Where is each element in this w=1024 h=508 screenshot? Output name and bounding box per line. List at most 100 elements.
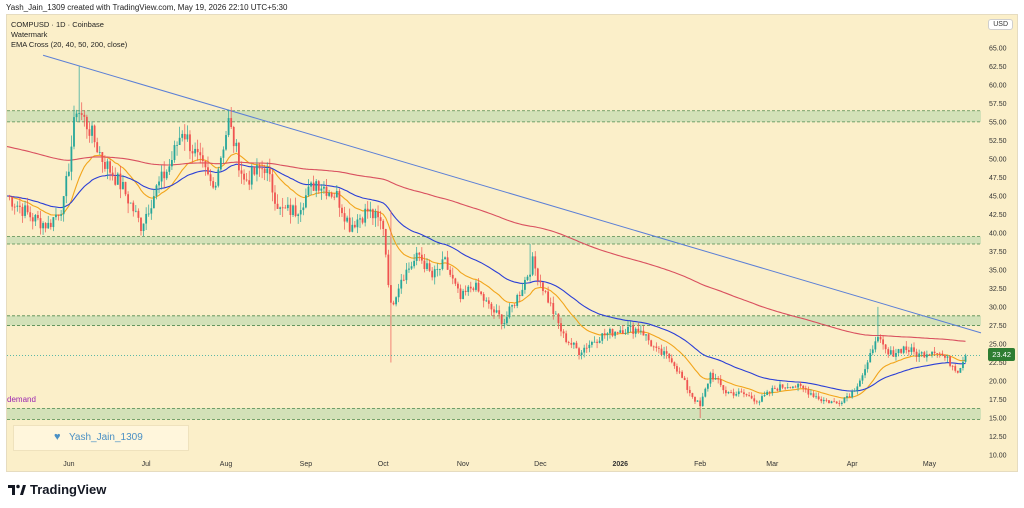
candle-body xyxy=(815,396,817,398)
candle-body xyxy=(900,349,903,353)
candle-body xyxy=(580,352,583,356)
candle-body xyxy=(67,171,70,176)
ema-cross-legend[interactable]: EMA Cross (20, 40, 50, 200, close) xyxy=(11,40,128,49)
candle-body xyxy=(616,331,619,333)
candle-body xyxy=(176,145,178,146)
candle-body xyxy=(650,340,653,347)
candle-body xyxy=(325,186,328,196)
candle-body xyxy=(956,370,959,373)
candle-body xyxy=(737,391,740,395)
symbol-legend[interactable]: COMPUSD · 1D · Coinbase xyxy=(11,20,104,29)
candle-body xyxy=(730,392,732,393)
candle-body xyxy=(307,186,310,196)
candle-body xyxy=(639,330,642,332)
candle-body xyxy=(454,278,457,284)
tradingview-logo-text: TradingView xyxy=(30,482,107,497)
candle-body xyxy=(552,303,555,314)
candle-body xyxy=(578,348,580,356)
candle-body xyxy=(444,257,446,260)
candle-body xyxy=(753,398,756,402)
candle-body xyxy=(341,207,343,214)
candle-body xyxy=(712,372,714,380)
candle-body xyxy=(820,399,823,402)
candle-body xyxy=(539,280,542,283)
candle-body xyxy=(472,288,475,290)
candle-body xyxy=(838,403,841,405)
x-tick-label: Nov xyxy=(457,461,470,468)
candle-body xyxy=(428,263,431,271)
candle-body xyxy=(276,203,279,209)
candle-body xyxy=(93,125,96,143)
candle-body xyxy=(735,394,738,396)
candle-body xyxy=(895,353,897,357)
candle-body xyxy=(663,351,665,355)
candle-body xyxy=(222,149,225,158)
x-tick-label: Jul xyxy=(142,461,151,468)
candle-body xyxy=(949,356,951,366)
candle-body xyxy=(768,391,771,393)
x-tick-label: May xyxy=(923,461,937,468)
candle-body xyxy=(423,260,426,270)
candle-body xyxy=(464,290,467,293)
candle-body xyxy=(786,387,789,388)
candle-body xyxy=(647,334,650,341)
candle-body xyxy=(387,254,390,286)
candle-body xyxy=(37,214,39,219)
candle-body xyxy=(936,353,939,354)
watermark-legend[interactable]: Watermark xyxy=(11,30,48,39)
chart-area[interactable]: 10.00 12.50 15.00 17.50 20.00 22.50 25.00 27.50… xyxy=(6,14,1018,472)
candle-body xyxy=(181,133,184,138)
candle-body xyxy=(330,192,333,197)
candle-body xyxy=(858,380,861,387)
y-tick-label: 50.00 xyxy=(989,156,1007,163)
candle-body xyxy=(655,346,658,348)
candle-body xyxy=(320,188,323,191)
candle-body xyxy=(931,351,933,355)
candle-body xyxy=(119,173,122,190)
candle-body xyxy=(410,266,413,269)
candle-body xyxy=(369,209,372,212)
candle-body xyxy=(763,395,766,397)
candle-body xyxy=(346,217,349,222)
candle-body xyxy=(606,333,609,336)
candle-body xyxy=(243,173,245,180)
candle-body xyxy=(962,361,964,369)
candle-body xyxy=(802,385,805,389)
candle-body xyxy=(614,331,617,336)
candle-body xyxy=(516,295,519,306)
candle-body xyxy=(199,152,202,156)
candle-body xyxy=(297,214,300,216)
candle-body xyxy=(822,399,825,402)
candle-body xyxy=(750,395,753,399)
candle-body xyxy=(26,205,29,213)
y-tick-label: 32.50 xyxy=(989,286,1007,293)
candle-body xyxy=(256,165,258,175)
candle-body xyxy=(158,181,160,186)
candle-body xyxy=(268,168,271,175)
candle-body xyxy=(207,167,209,175)
candle-body xyxy=(227,118,230,136)
candle-body xyxy=(673,362,676,367)
x-tick-label: Dec xyxy=(534,461,547,468)
candle-body xyxy=(758,401,761,403)
zone-1 xyxy=(7,236,981,244)
candle-body xyxy=(954,366,957,371)
candle-body xyxy=(619,330,622,333)
candle-body xyxy=(624,332,627,334)
candle-body xyxy=(717,378,720,380)
candle-body xyxy=(402,279,405,281)
candle-body xyxy=(328,192,330,196)
candle-body xyxy=(111,172,114,177)
candle-body xyxy=(78,113,81,114)
y-tick-label: 35.00 xyxy=(989,267,1007,274)
candle-body xyxy=(451,274,454,279)
tradingview-logo[interactable]: TradingView xyxy=(8,482,106,497)
candle-body xyxy=(302,207,305,211)
zone-0 xyxy=(7,110,981,122)
candle-body xyxy=(129,202,132,204)
candle-body xyxy=(142,223,145,232)
candle-body xyxy=(884,344,887,350)
currency-button[interactable]: USD xyxy=(988,19,1013,30)
price-chart[interactable]: 10.00 12.50 15.00 17.50 20.00 22.50 25.00 27.50… xyxy=(7,15,1017,471)
candle-body xyxy=(366,208,369,212)
